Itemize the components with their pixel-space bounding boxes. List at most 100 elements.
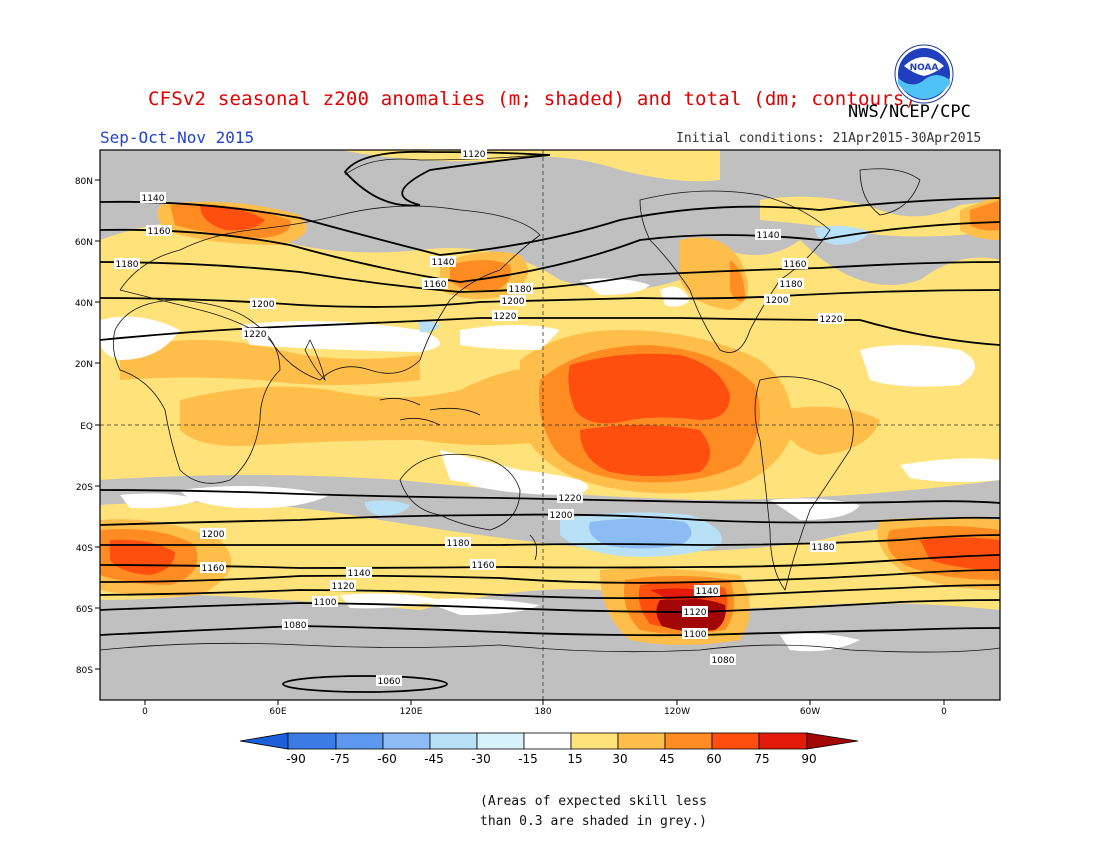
noaa-logo-icon: NOAA (894, 44, 954, 104)
lon-label: 120E (400, 707, 423, 717)
colorbar-swatch (335, 732, 384, 750)
svg-text:1180: 1180 (116, 260, 139, 270)
colorbar-swatch (711, 732, 760, 750)
colorbar-swatch (382, 732, 431, 750)
lat-label: 80N (75, 177, 93, 187)
lat-label: 20N (75, 360, 93, 370)
svg-text:1200: 1200 (766, 296, 789, 306)
skill-note-line: than 0.3 are shaded in grey.) (480, 814, 707, 829)
contour-label: 1180 (114, 258, 140, 270)
svg-text:1140: 1140 (432, 258, 455, 268)
contour-label: 1100 (312, 596, 338, 608)
svg-text:1140: 1140 (696, 587, 719, 597)
colorbar-swatch (570, 732, 619, 750)
lat-label: EQ (80, 422, 93, 432)
colorbar-tick: -75 (330, 752, 350, 766)
skill-note-line: (Areas of expected skill less (480, 794, 707, 809)
contour-label: 1140 (346, 567, 372, 579)
svg-text:1180: 1180 (509, 285, 532, 295)
skill-note: (Areas of expected skill less than 0.3 a… (480, 792, 730, 832)
contour-label: 1140 (430, 256, 456, 268)
contour-label: 1160 (146, 225, 172, 237)
contour-label: 1220 (557, 492, 583, 504)
lat-label: 60N (75, 238, 93, 248)
svg-text:1220: 1220 (820, 315, 843, 325)
colorbar-swatch (476, 732, 525, 750)
colorbar-tick: 75 (754, 752, 769, 766)
svg-text:1120: 1120 (332, 582, 355, 592)
svg-text:1080: 1080 (284, 621, 307, 631)
map-title: CFSv2 seasonal z200 anomalies (m; shaded… (148, 88, 917, 110)
colorbar-arrow-left (239, 732, 289, 750)
svg-text:1220: 1220 (494, 312, 517, 322)
contour-label: 1220 (492, 310, 518, 322)
contour-label: 1200 (250, 298, 276, 310)
svg-text:1160: 1160 (148, 227, 171, 237)
latitude-axis: 80N 60N 40N 20N EQ 20S 40S 60S 80S (75, 177, 100, 676)
svg-text:1120: 1120 (684, 608, 707, 618)
svg-text:1160: 1160 (202, 564, 225, 574)
colorbar-tick: 30 (612, 752, 627, 766)
colorbar-tick: -30 (471, 752, 491, 766)
svg-text:1140: 1140 (142, 194, 165, 204)
contour-label: 1200 (548, 509, 574, 521)
contour-label: 1160 (200, 562, 226, 574)
svg-text:1160: 1160 (424, 280, 447, 290)
agency-label: NWS/NCEP/CPC (848, 102, 971, 122)
svg-text:1160: 1160 (472, 561, 495, 571)
svg-text:1200: 1200 (502, 297, 525, 307)
contour-label: 1080 (282, 619, 308, 631)
contour-label: 1160 (422, 278, 448, 290)
contour-label: 1120 (330, 580, 356, 592)
colorbar-swatch (617, 732, 666, 750)
lat-label: 60S (76, 605, 93, 615)
contour-label: 1160 (470, 559, 496, 571)
colorbar-swatch (287, 732, 337, 750)
svg-text:1080: 1080 (712, 656, 735, 666)
svg-text:1220: 1220 (559, 494, 582, 504)
lat-label: 20S (76, 483, 93, 493)
svg-text:1160: 1160 (784, 260, 807, 270)
colorbar-tick: 45 (659, 752, 674, 766)
svg-text:1120: 1120 (463, 150, 486, 160)
colorbar-swatch (758, 732, 808, 750)
colorbar-tick: -60 (377, 752, 397, 766)
svg-text:1140: 1140 (757, 231, 780, 241)
contour-labels: 1120 1140 1160 1180 1200 1220 1200 1180 … (114, 148, 844, 687)
contour-label: 1200 (764, 294, 790, 306)
lon-label: 0 (142, 707, 148, 717)
contour-label: 1180 (778, 278, 804, 290)
contour-label: 1120 (682, 606, 708, 618)
svg-text:1180: 1180 (812, 543, 835, 553)
colorbar-swatch (664, 732, 713, 750)
colorbar-tick: -15 (518, 752, 538, 766)
colorbar-tick: -90 (286, 752, 306, 766)
coastlines (100, 154, 1000, 653)
initial-conditions-label: Initial conditions: 21Apr2015-30Apr2015 (676, 131, 982, 146)
svg-text:1100: 1100 (684, 630, 707, 640)
lon-label: 180 (534, 707, 551, 717)
contour-label: 1120 (461, 148, 487, 160)
lat-label: 80S (76, 666, 93, 676)
colorbar-swatch (429, 732, 478, 750)
contour-label: 1180 (810, 541, 836, 553)
colorbar-tick: -45 (424, 752, 444, 766)
contour-label: 1140 (694, 585, 720, 597)
contour-label: 1200 (200, 528, 226, 540)
lat-label: 40S (76, 544, 93, 554)
colorbar-tick: 15 (567, 752, 582, 766)
colorbar: -90 -75 -60 -45 -30 -15 15 30 45 60 75 9… (239, 732, 859, 766)
svg-text:1180: 1180 (780, 280, 803, 290)
contour-label: 1180 (507, 283, 533, 295)
contour-label: 1140 (140, 192, 166, 204)
svg-text:1200: 1200 (252, 300, 275, 310)
svg-text:1220: 1220 (244, 330, 267, 340)
colorbar-arrow-right (806, 732, 859, 750)
svg-text:1060: 1060 (378, 677, 401, 687)
contour-label: 1060 (376, 675, 402, 687)
lon-label: 0 (941, 707, 947, 717)
colorbar-tick: 90 (801, 752, 816, 766)
svg-text:1200: 1200 (550, 511, 573, 521)
longitude-axis: 0 60E 120E 180 120W 60W 0 (142, 700, 947, 717)
